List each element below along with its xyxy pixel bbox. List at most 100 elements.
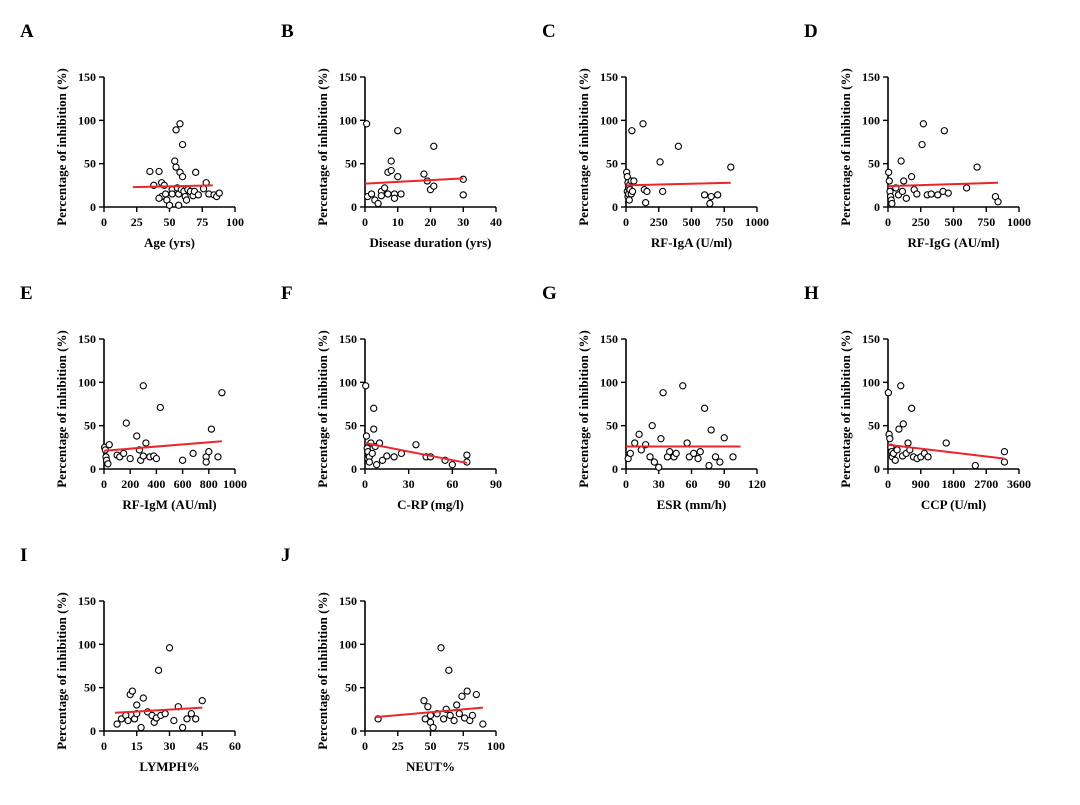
x-tick-label-a: 50 bbox=[164, 215, 176, 229]
trend-line-i bbox=[114, 706, 203, 714]
x-tick-label-j: 50 bbox=[425, 739, 437, 753]
data-point-f bbox=[365, 458, 374, 466]
data-point-f bbox=[370, 425, 378, 433]
data-point-g bbox=[659, 389, 667, 397]
data-point-j bbox=[472, 690, 480, 699]
x-tick-label-h: 900 bbox=[912, 477, 930, 491]
y-tick-label-d: 100 bbox=[862, 113, 880, 127]
data-point-b bbox=[430, 182, 438, 190]
y-tick-label-g: 0 bbox=[612, 462, 618, 476]
y-tick-label-b: 100 bbox=[339, 113, 357, 127]
y-tick-label-g: 100 bbox=[600, 375, 618, 389]
x-tick-label-i: 15 bbox=[131, 739, 143, 753]
data-point-e bbox=[105, 441, 113, 449]
y-tick-label-f: 0 bbox=[351, 462, 357, 476]
data-point-i bbox=[154, 666, 163, 674]
data-point-g bbox=[729, 453, 737, 461]
data-point-c bbox=[727, 163, 735, 171]
y-tick-label-f: 50 bbox=[345, 419, 357, 433]
x-tick-label-b: 10 bbox=[392, 215, 404, 229]
data-point-j bbox=[455, 710, 463, 718]
x-tick-label-e: 600 bbox=[174, 477, 192, 491]
y-tick-label-d: 50 bbox=[868, 157, 880, 171]
y-tick-label-e: 50 bbox=[84, 419, 96, 433]
data-point-c bbox=[625, 196, 633, 204]
data-point-g bbox=[637, 446, 645, 454]
data-point-h bbox=[899, 420, 907, 428]
data-point-d bbox=[902, 194, 910, 202]
y-tick-label-c: 0 bbox=[612, 200, 618, 214]
data-point-i bbox=[170, 716, 178, 725]
data-point-c bbox=[628, 187, 637, 196]
data-point-c bbox=[707, 192, 715, 201]
x-tick-label-j: 0 bbox=[362, 739, 368, 753]
data-point-i bbox=[165, 644, 174, 652]
y-tick-label-g: 150 bbox=[600, 332, 618, 346]
data-point-f bbox=[370, 404, 378, 412]
x-tick-label-h: 3600 bbox=[1007, 477, 1031, 491]
y-tick-label-a: 50 bbox=[84, 157, 96, 171]
trend-line-b bbox=[364, 177, 464, 185]
x-tick-label-d: 0 bbox=[885, 215, 891, 229]
y-tick-label-e: 0 bbox=[90, 462, 96, 476]
data-point-g bbox=[635, 430, 643, 438]
panel-e: E 0 50 100 150 0 200 400 600 800 1000 Percentage of… bbox=[20, 283, 247, 512]
data-point-f bbox=[390, 453, 398, 461]
data-point-a bbox=[176, 120, 184, 128]
trend-line-f bbox=[364, 442, 468, 464]
data-point-d bbox=[900, 177, 908, 185]
y-tick-label-h: 0 bbox=[874, 462, 880, 476]
y-tick-label-h: 150 bbox=[862, 332, 880, 346]
x-tick-label-j: 25 bbox=[392, 739, 404, 753]
data-point-a bbox=[172, 126, 180, 134]
data-point-g bbox=[672, 449, 680, 458]
data-point-e bbox=[139, 452, 147, 460]
data-point-b bbox=[420, 170, 428, 178]
data-point-e bbox=[139, 382, 147, 390]
data-point-e bbox=[142, 439, 150, 447]
data-point-g bbox=[720, 434, 728, 442]
data-point-b bbox=[430, 142, 438, 150]
data-point-g bbox=[626, 449, 635, 458]
data-point-i bbox=[137, 723, 145, 732]
x-tick-label-g: 60 bbox=[686, 477, 698, 491]
y-tick-label-i: 150 bbox=[78, 594, 96, 608]
data-point-g bbox=[696, 448, 704, 456]
data-point-g bbox=[700, 404, 709, 412]
data-point-d bbox=[973, 163, 981, 171]
x-tick-label-j: 75 bbox=[457, 739, 469, 753]
data-point-e bbox=[189, 449, 197, 458]
data-point-h bbox=[1000, 448, 1009, 456]
data-point-h bbox=[908, 404, 916, 412]
data-point-a bbox=[160, 181, 168, 189]
x-tick-label-d: 500 bbox=[945, 215, 963, 229]
x-tick-label-f: 30 bbox=[403, 477, 415, 491]
x-tick-label-f: 90 bbox=[490, 477, 502, 491]
y-axis-label-c: Percentage of inhibition (%) bbox=[576, 68, 591, 226]
data-point-c bbox=[700, 191, 709, 199]
data-point-j bbox=[453, 701, 461, 709]
data-point-a bbox=[178, 140, 187, 149]
data-point-j bbox=[424, 703, 432, 711]
x-tick-label-i: 45 bbox=[196, 739, 208, 753]
data-point-e bbox=[205, 448, 213, 456]
data-point-g bbox=[655, 463, 663, 471]
data-point-h bbox=[971, 461, 979, 470]
y-tick-label-f: 150 bbox=[339, 332, 357, 346]
data-point-h bbox=[886, 435, 894, 443]
y-axis-label-g: Percentage of inhibition (%) bbox=[576, 330, 591, 488]
data-point-i bbox=[178, 723, 187, 732]
data-point-j bbox=[429, 723, 437, 732]
data-point-a bbox=[161, 190, 170, 198]
data-point-f bbox=[412, 441, 420, 449]
data-point-h bbox=[891, 456, 899, 464]
x-tick-label-a: 100 bbox=[226, 215, 244, 229]
x-tick-label-b: 0 bbox=[362, 215, 368, 229]
x-tick-label-j: 100 bbox=[487, 739, 505, 753]
data-point-i bbox=[133, 701, 141, 709]
panel-letter-e: E bbox=[20, 283, 33, 304]
data-point-a bbox=[182, 196, 191, 204]
x-tick-label-g: 90 bbox=[718, 477, 730, 491]
data-point-c bbox=[643, 187, 651, 196]
data-point-e bbox=[178, 456, 187, 464]
